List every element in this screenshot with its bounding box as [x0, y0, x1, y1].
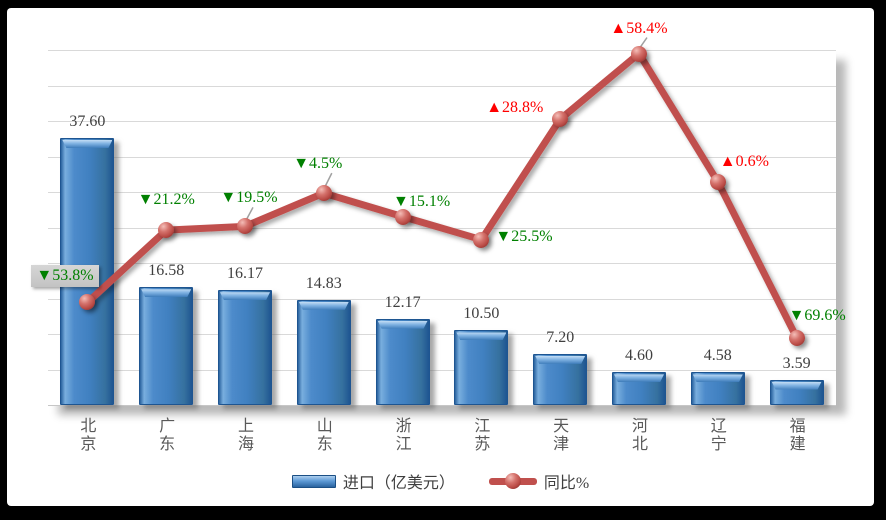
bar-value-label-9: 3.59 — [782, 354, 811, 372]
line-marker-swatch-icon — [488, 473, 537, 489]
bar-value-label-0: 37.60 — [69, 113, 106, 131]
bar-7[interactable] — [612, 372, 666, 405]
legend-item-yoy[interactable]: 同比% — [488, 469, 590, 493]
bar-2[interactable] — [218, 290, 272, 405]
yoy-value-label-3: ▼4.5% — [293, 155, 343, 173]
bar-4[interactable] — [375, 318, 430, 405]
bar-1[interactable] — [139, 287, 194, 405]
yoy-marker-4[interactable] — [394, 208, 411, 225]
yoy-value-label-1: ▼21.2% — [137, 191, 195, 209]
yoy-marker-7[interactable] — [631, 45, 647, 62]
yoy-value-label-9: ▼69.6% — [788, 306, 846, 324]
category-label-9[interactable]: 福 建 — [789, 418, 806, 453]
bar-value-label-3: 14.83 — [305, 274, 342, 292]
chart-canvas: 37.60 16.58 16.17 14.83 12.17 10.50 7.20 4.60 4.… — [7, 8, 874, 506]
category-label-4[interactable]: 浙 江 — [395, 418, 412, 453]
yoy-marker-2[interactable] — [237, 218, 253, 235]
bar-6[interactable] — [533, 353, 588, 405]
yoy-marker-9[interactable] — [788, 329, 805, 346]
legend: 进口（亿美元） 同比% — [7, 469, 874, 493]
yoy-marker-5[interactable] — [473, 231, 490, 248]
yoy-marker-6[interactable] — [552, 111, 569, 128]
category-label-1[interactable]: 广 东 — [159, 418, 176, 453]
bar-5[interactable] — [454, 330, 509, 405]
category-label-3[interactable]: 山 东 — [316, 418, 333, 453]
bar-value-label-5: 10.50 — [463, 305, 500, 323]
bar-value-label-2: 16.17 — [227, 265, 263, 283]
bar-8[interactable] — [690, 372, 745, 405]
yoy-value-label-4: ▼15.1% — [393, 192, 451, 210]
yoy-value-label-0: ▼53.8% — [31, 265, 99, 288]
category-label-2[interactable]: 上 海 — [237, 418, 255, 453]
sphere-icon — [504, 473, 521, 489]
category-label-7[interactable]: 河 北 — [631, 418, 649, 453]
bar-value-label-8: 4.58 — [703, 347, 732, 365]
yoy-value-label-8: ▲0.6% — [719, 152, 769, 170]
bar-9[interactable] — [769, 379, 824, 405]
yoy-value-label-2: ▼19.5% — [220, 189, 278, 207]
category-label-6[interactable]: 天 津 — [553, 418, 570, 453]
yoy-marker-3[interactable] — [315, 185, 332, 202]
category-label-8[interactable]: 辽 宁 — [710, 418, 727, 453]
yoy-marker-0[interactable] — [79, 294, 96, 311]
legend-item-imports[interactable]: 进口（亿美元） — [291, 469, 455, 493]
yoy-value-label-6: ▲28.8% — [486, 99, 544, 117]
category-label-5[interactable]: 江 苏 — [474, 418, 491, 453]
bar-swatch-icon — [291, 474, 336, 488]
category-label-0[interactable]: 北 京 — [80, 418, 97, 453]
yoy-marker-1[interactable] — [158, 222, 175, 239]
bar-value-label-6: 7.20 — [546, 328, 575, 346]
yoy-value-label-5: ▼25.5% — [495, 227, 553, 245]
bar-value-label-7: 4.60 — [625, 347, 653, 365]
legend-label-imports: 进口（亿美元） — [342, 475, 455, 492]
bar-3[interactable] — [296, 299, 351, 405]
legend-label-yoy: 同比% — [543, 475, 590, 492]
yoy-value-label-7: ▲58.4% — [610, 19, 668, 37]
bar-value-label-1: 16.58 — [148, 262, 185, 280]
bar-value-label-4: 12.17 — [384, 293, 421, 311]
yoy-marker-8[interactable] — [709, 173, 726, 190]
